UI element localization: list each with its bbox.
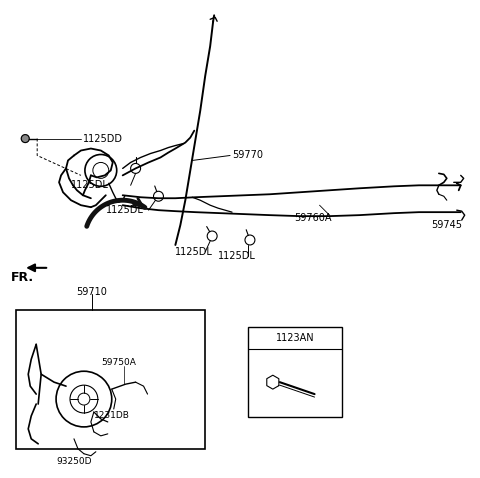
Text: 1125DL: 1125DL bbox=[106, 205, 144, 215]
Text: 93250D: 93250D bbox=[56, 457, 92, 466]
Text: 59745: 59745 bbox=[431, 220, 462, 230]
Text: 1125DD: 1125DD bbox=[83, 133, 123, 143]
Text: 59710: 59710 bbox=[76, 287, 108, 297]
Circle shape bbox=[21, 135, 29, 142]
Bar bbox=[16, 310, 205, 449]
Text: 1125DL: 1125DL bbox=[71, 180, 109, 190]
Text: FR.: FR. bbox=[12, 272, 35, 284]
Text: 59760A: 59760A bbox=[295, 213, 332, 223]
Text: 59750A: 59750A bbox=[101, 358, 136, 367]
Bar bbox=[248, 327, 342, 417]
Text: 1125DL: 1125DL bbox=[218, 251, 256, 261]
Text: 1123AN: 1123AN bbox=[276, 334, 314, 343]
Text: 59770: 59770 bbox=[232, 151, 263, 161]
Text: 1125DL: 1125DL bbox=[175, 247, 213, 257]
Text: 1231DB: 1231DB bbox=[94, 412, 130, 421]
